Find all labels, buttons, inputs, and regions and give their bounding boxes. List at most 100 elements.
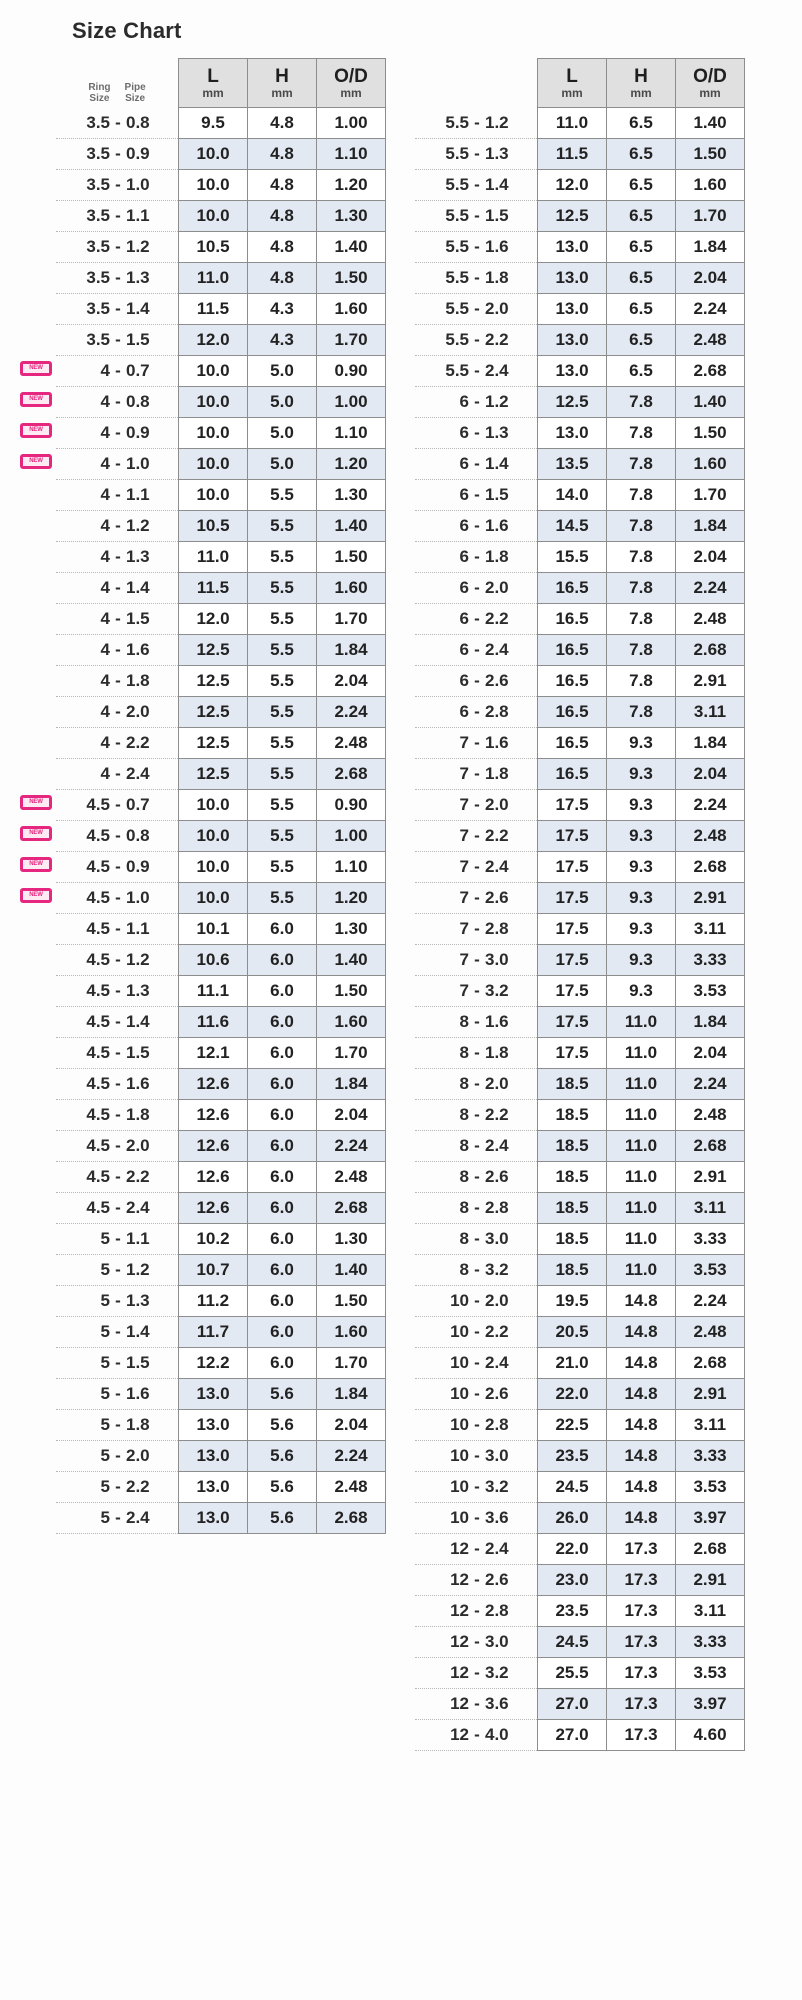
l-value: 12.0 [178, 324, 248, 356]
ring-size-value: 4.5 [86, 1167, 110, 1186]
table-row: 4.5-1.1 10.1 6.0 1.30 [16, 913, 386, 945]
size-separator: - [115, 206, 121, 225]
h-value: 7.8 [606, 541, 676, 573]
new-badge-cell [16, 1007, 56, 1038]
new-badge-cell [16, 294, 56, 325]
size-label-cell: 4.5-1.6 [56, 1068, 179, 1100]
pipe-size-value: 2.4 [485, 857, 509, 876]
table-row: 4.5-1.3 11.1 6.0 1.50 [16, 975, 386, 1007]
size-label-cell: 5.5-2.4 [415, 355, 538, 387]
od-value: 1.20 [316, 448, 386, 480]
new-badge-cell [16, 263, 56, 294]
size-label-cell: 5.5-1.4 [415, 169, 538, 201]
pipe-size-value: 1.2 [126, 950, 150, 969]
table-row: 3.5-1.0 10.0 4.8 1.20 [16, 169, 386, 201]
table-row: 3.5-1.2 10.5 4.8 1.40 [16, 231, 386, 263]
h-value: 7.8 [606, 696, 676, 728]
l-value: 10.2 [178, 1223, 248, 1255]
pipe-size-value: 2.2 [485, 330, 509, 349]
od-value: 2.68 [675, 1347, 745, 1379]
pipe-size-value: 1.2 [126, 1260, 150, 1279]
l-value: 12.5 [178, 727, 248, 759]
l-value: 12.1 [178, 1037, 248, 1069]
size-label-cell: 4.5-0.8 [56, 820, 179, 852]
table-row: 12-3.2 25.5 17.3 3.53 [415, 1657, 745, 1689]
h-value: 5.0 [247, 386, 317, 418]
pipe-size-value: 2.2 [485, 609, 509, 628]
table-row: 4-0.810.05.01.00 [16, 386, 386, 418]
size-label-cell: 4-2.4 [56, 758, 179, 790]
ring-size-value: 6 [459, 609, 469, 628]
table-row: 5-1.4 11.7 6.0 1.60 [16, 1316, 386, 1348]
size-separator: - [474, 1074, 480, 1093]
h-value: 9.3 [606, 975, 676, 1007]
table-row: 12-2.4 22.0 17.3 2.68 [415, 1533, 745, 1565]
new-badge-cell [16, 790, 56, 821]
table-row: 8-3.2 18.5 11.0 3.53 [415, 1254, 745, 1286]
l-value: 12.5 [537, 200, 607, 232]
pipe-size-value: 0.8 [126, 826, 150, 845]
pipe-size-label: Pipe Size [124, 81, 146, 105]
size-separator: - [115, 1105, 121, 1124]
l-value: 17.5 [537, 789, 607, 821]
size-separator: - [115, 1198, 121, 1217]
pipe-size-value: 4.0 [485, 1725, 509, 1744]
od-value: 1.70 [316, 603, 386, 635]
ring-size-value: 4 [100, 547, 110, 566]
pipe-size-value: 2.4 [126, 1198, 150, 1217]
od-value: 1.10 [316, 138, 386, 170]
table-row: 6-1.8 15.5 7.8 2.04 [415, 541, 745, 573]
size-label-cell: 6-1.3 [415, 417, 538, 449]
pipe-size-value: 2.8 [485, 1601, 509, 1620]
l-value: 10.0 [178, 448, 248, 480]
od-value: 3.33 [675, 944, 745, 976]
od-unit: mm [340, 85, 362, 100]
od-value: 2.91 [675, 1564, 745, 1596]
size-separator: - [115, 764, 121, 783]
pipe-size-value: 2.2 [485, 1322, 509, 1341]
size-separator: - [115, 144, 121, 163]
pipe-size-value: 2.4 [485, 1539, 509, 1558]
ring-size-value: 4.5 [86, 888, 110, 907]
h-value: 4.3 [247, 324, 317, 356]
h-value: 5.5 [247, 665, 317, 697]
size-label-cell: 6-2.8 [415, 696, 538, 728]
pipe-size-value: 1.3 [126, 547, 150, 566]
od-value: 1.84 [675, 510, 745, 542]
h-value: 11.0 [606, 1223, 676, 1255]
od-value: 1.84 [675, 727, 745, 759]
od-value: 2.24 [675, 293, 745, 325]
size-label-cell: 3.5-1.5 [56, 324, 179, 356]
od-value: 1.50 [675, 138, 745, 170]
table-row: 4.5-2.4 12.6 6.0 2.68 [16, 1192, 386, 1224]
ring-size-value: 6 [459, 547, 469, 566]
l-value: 13.0 [537, 231, 607, 263]
l-value: 16.5 [537, 634, 607, 666]
od-value: 2.68 [316, 758, 386, 790]
l-value: 10.5 [178, 231, 248, 263]
pipe-size-value: 1.5 [126, 1353, 150, 1372]
l-value: 11.1 [178, 975, 248, 1007]
pipe-size-value: 0.9 [126, 144, 150, 163]
table-row: 7-2.0 17.5 9.3 2.24 [415, 789, 745, 821]
l-value: 17.5 [537, 944, 607, 976]
h-value: 5.5 [247, 820, 317, 852]
h-value: 14.8 [606, 1316, 676, 1348]
size-label-cell: 4.5-1.4 [56, 1006, 179, 1038]
page-title: Size Chart [72, 18, 182, 43]
new-badge-cell [16, 1038, 56, 1069]
table-row: 4-1.3 11.0 5.5 1.50 [16, 541, 386, 573]
pipe-size-value: 2.2 [126, 1477, 150, 1496]
table-row: 8-1.6 17.5 11.0 1.84 [415, 1006, 745, 1038]
l-value: 12.6 [178, 1192, 248, 1224]
od-value: 3.53 [675, 1254, 745, 1286]
ring-size-value: 5 [100, 1322, 110, 1341]
h-value: 5.5 [247, 758, 317, 790]
od-value: 0.90 [316, 789, 386, 821]
size-separator: - [474, 392, 480, 411]
table-row: 8-2.2 18.5 11.0 2.48 [415, 1099, 745, 1131]
size-separator: - [474, 1477, 480, 1496]
size-label-cell: 10-2.0 [415, 1285, 538, 1317]
size-label-cell: 4.5-1.0 [56, 882, 179, 914]
pipe-size-value: 1.5 [126, 1043, 150, 1062]
